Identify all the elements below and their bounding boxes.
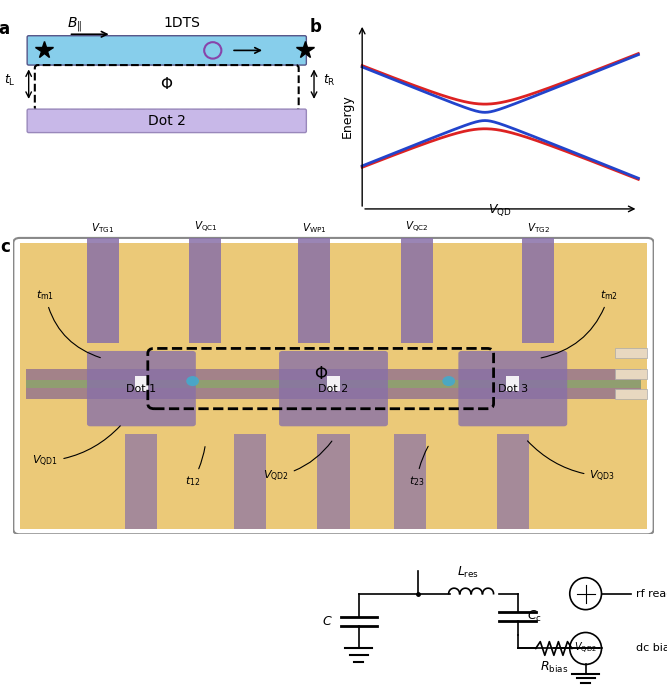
Bar	[298, 238, 330, 343]
Circle shape	[442, 376, 455, 386]
Text: $t_{\rm m2}$: $t_{\rm m2}$	[541, 288, 618, 358]
Text: $t_{\rm 23}$: $t_{\rm 23}$	[409, 447, 428, 488]
Text: Dot 2: Dot 2	[148, 114, 185, 128]
Text: $V_{\rm QD2}$: $V_{\rm QD2}$	[574, 641, 597, 656]
Text: $t_{\rm L}$: $t_{\rm L}$	[5, 73, 16, 88]
Text: $t_{\rm m1}$: $t_{\rm m1}$	[36, 288, 100, 358]
Bar	[189, 238, 221, 343]
Circle shape	[186, 376, 199, 386]
Text: $V_{\rm WP1}$: $V_{\rm WP1}$	[302, 222, 327, 236]
Bar	[522, 238, 554, 343]
Bar	[87, 238, 119, 343]
Bar	[506, 376, 519, 391]
Text: rf readout: rf readout	[636, 588, 667, 599]
FancyBboxPatch shape	[279, 351, 388, 426]
Text: Dot 1: Dot 1	[126, 384, 157, 394]
Bar	[26, 369, 641, 399]
Bar	[401, 238, 433, 343]
Text: $V_{\rm QD3}$: $V_{\rm QD3}$	[528, 441, 616, 484]
Text: $\Phi$: $\Phi$	[313, 364, 327, 382]
Bar	[135, 376, 148, 391]
Text: a: a	[0, 20, 9, 38]
Text: $V_{\rm TG2}$: $V_{\rm TG2}$	[527, 222, 550, 236]
Text: $\Phi$: $\Phi$	[160, 75, 173, 92]
Bar	[234, 434, 266, 530]
Bar	[615, 369, 647, 379]
Bar	[26, 379, 641, 388]
Bar	[394, 434, 426, 530]
Text: c: c	[1, 238, 11, 256]
Text: 1DTS: 1DTS	[163, 16, 201, 30]
Bar	[497, 434, 529, 530]
Text: $t_{\rm 12}$: $t_{\rm 12}$	[185, 447, 205, 488]
Bar	[615, 388, 647, 399]
FancyBboxPatch shape	[13, 238, 654, 534]
Bar	[327, 376, 340, 391]
Text: $C_{\rm c}$: $C_{\rm c}$	[527, 609, 542, 624]
Text: b: b	[310, 18, 322, 36]
FancyBboxPatch shape	[87, 351, 196, 426]
Text: Energy: Energy	[340, 95, 354, 138]
Bar	[125, 434, 157, 530]
Text: $V_{\rm QD1}$: $V_{\rm QD1}$	[33, 426, 120, 469]
Text: Dot 2: Dot 2	[318, 384, 349, 394]
Text: $R_{\rm bias}$: $R_{\rm bias}$	[540, 660, 568, 675]
Text: $t_{\rm R}$: $t_{\rm R}$	[323, 73, 336, 88]
FancyBboxPatch shape	[458, 351, 567, 426]
Text: Dot 3: Dot 3	[498, 384, 528, 394]
FancyBboxPatch shape	[27, 36, 306, 65]
Text: $V_{\rm TG1}$: $V_{\rm TG1}$	[91, 222, 115, 236]
Text: $L_{\rm res}$: $L_{\rm res}$	[457, 565, 479, 580]
FancyBboxPatch shape	[27, 109, 306, 133]
Text: dc bias: dc bias	[636, 643, 667, 653]
Text: C: C	[323, 614, 331, 627]
Text: $V_{\rm QD2}$: $V_{\rm QD2}$	[263, 441, 332, 484]
Bar	[615, 349, 647, 358]
Text: $V_{\rm QD}$: $V_{\rm QD}$	[488, 203, 512, 219]
Text: $V_{\rm QC2}$: $V_{\rm QC2}$	[405, 221, 429, 236]
Text: $V_{\rm QC1}$: $V_{\rm QC1}$	[193, 221, 217, 236]
Text: $B_{\rm \|}$: $B_{\rm \|}$	[67, 15, 82, 34]
Bar	[317, 434, 350, 530]
